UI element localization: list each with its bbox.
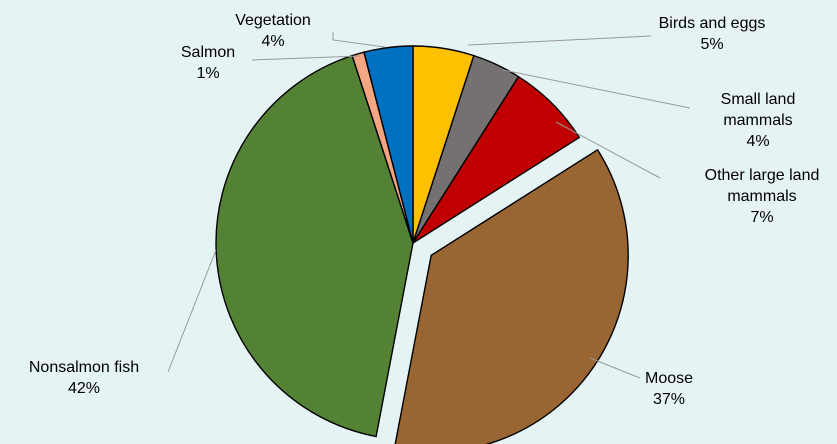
leader-line-vegetation [332,32,386,48]
label-vegetation: Vegetation 4% [235,12,311,50]
slice-nonsalmon-fish [215,54,414,438]
label-small-land-mammals: Small land mammals 4% [721,91,796,150]
leader-line-moose [589,357,641,379]
leader-line-small-land-mammals [502,69,691,109]
label-percent: 7% [750,209,773,226]
leader-lines [167,32,691,379]
slice-other-large-land-mammals [412,75,581,244]
label-birds-and-eggs: Birds and eggs 5% [659,15,766,53]
label-name-line: mammals [723,112,792,129]
label-percent: 1% [196,65,219,82]
leader-line-other-large-land-mammals [555,121,661,179]
label-name-line: Other large land [705,167,820,184]
label-moose: Moose 37% [645,370,693,408]
label-percent: 5% [700,36,723,53]
label-percent: 42% [68,380,100,397]
label-name-line: Birds and eggs [659,15,766,32]
label-nonsalmon-fish: Nonsalmon fish 42% [29,359,139,397]
label-percent: 4% [746,133,769,150]
slice-vegetation [363,45,414,244]
label-name-line: Moose [645,370,693,387]
leader-line-birds-and-eggs [467,35,652,46]
label-name-line: Salmon [181,44,235,61]
label-name-line: Nonsalmon fish [29,359,139,376]
slice-labels: Birds and eggs 5% Small land mammals 4% Other… [29,12,820,408]
label-other-large-land-mammals: Other large land mammals 7% [705,167,820,226]
leader-line-salmon [251,55,361,61]
label-name-line: Small land [721,91,796,108]
slice-moose [394,148,629,444]
leader-line-nonsalmon-fish [167,249,217,373]
label-name-line: Vegetation [235,12,311,29]
label-salmon: Salmon 1% [181,44,235,82]
label-percent: 4% [261,33,284,50]
label-name-line: mammals [727,188,796,205]
label-percent: 37% [653,391,685,408]
pie-slices [215,45,629,444]
